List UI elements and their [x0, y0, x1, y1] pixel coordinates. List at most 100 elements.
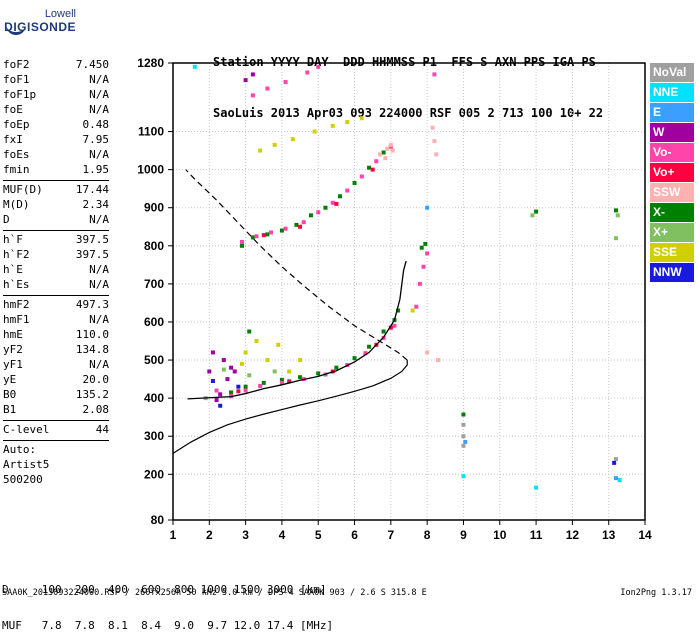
echo-point-vo- [287, 379, 292, 384]
echo-point-x- [615, 213, 620, 218]
param-value: N/A [89, 358, 109, 371]
param-row: fxI 7.95 [3, 133, 109, 148]
echo-point-w [232, 369, 237, 374]
param-row: hmF1 N/A [3, 313, 109, 328]
echo-point-w [207, 369, 212, 374]
param-row: B1 2.08 [3, 403, 109, 418]
echo-point-x- [243, 384, 248, 389]
param-value: N/A [89, 278, 109, 291]
param-value: 397.5 [75, 233, 109, 246]
echo-point-x- [298, 375, 303, 380]
echo-point-vo- [214, 388, 219, 393]
muf-row: MUF 7.8 7.8 8.1 8.4 9.0 9.7 12.0 17.4 [M… [2, 619, 334, 632]
echo-point-vo- [417, 281, 422, 286]
echo-point-x- [461, 412, 466, 417]
echo-point-w [210, 350, 215, 355]
param-row: foEs N/A [3, 148, 109, 163]
param-name: foE [3, 103, 23, 116]
param-value: N/A [89, 88, 109, 101]
legend-entry-x-: X- [650, 203, 694, 222]
echo-point-w [218, 392, 223, 397]
echo-point-vo- [432, 72, 437, 77]
echo-point-x- [338, 194, 343, 199]
legend-entry-nne: NNE [650, 83, 694, 102]
y-tick-label: 200 [144, 467, 164, 481]
scaled-parameters-panel: foF2 7.450 foF1 N/A foF1p N/A foE N/A foEp 0.48 fx… [3, 58, 109, 488]
x-tick-label: 3 [242, 528, 249, 542]
echo-point-x- [534, 209, 539, 214]
autoscaling-info: 500200 [3, 473, 43, 486]
echo-point-w [221, 358, 226, 363]
echo-point-vo- [250, 93, 255, 98]
echo-point-vo- [330, 200, 335, 205]
y-tick-label: 500 [144, 353, 164, 367]
param-row: foF2 7.450 [3, 58, 109, 73]
autoscaling-info: Artist5 [3, 458, 50, 471]
param-name: foF2 [3, 58, 30, 71]
param-row: foE N/A [3, 103, 109, 118]
param-row: yF1 N/A [3, 358, 109, 373]
echo-point-vo- [316, 210, 321, 215]
echo-point-sse [345, 120, 350, 125]
legend-entry-noval: NoVal [650, 63, 694, 82]
legend-entry-ssw: SSW [650, 183, 694, 202]
echo-point-vo- [370, 167, 375, 172]
echo-point-x- [221, 367, 226, 372]
legend-entry-vo-: Vo- [650, 143, 694, 162]
x-tick-label: 10 [493, 528, 507, 542]
echo-point-x- [381, 150, 386, 155]
legend-entry-x-: X+ [650, 223, 694, 242]
echo-point-nnw [236, 384, 241, 389]
param-row: foF1p N/A [3, 88, 109, 103]
echo-point-sse [276, 342, 281, 347]
echo-point-x- [613, 236, 618, 241]
echo-point-noval [613, 457, 618, 462]
echo-point-x- [239, 243, 244, 248]
param-separator [3, 440, 109, 441]
param-row: B0 135.2 [3, 388, 109, 403]
echo-point-x- [229, 390, 234, 395]
polarization-legend: NoVal NNE E W Vo- Vo+ SSW X- X+ SSE NNW [650, 63, 694, 283]
echo-point-sse [287, 369, 292, 374]
param-name: h`F2 [3, 248, 30, 261]
param-row: yE 20.0 [3, 373, 109, 388]
y-tick-label: 800 [144, 239, 164, 253]
param-name: foEs [3, 148, 30, 161]
param-value: 7.95 [82, 133, 110, 146]
param-name: foF1p [3, 88, 37, 101]
param-name: M(D) [3, 198, 30, 211]
x-tick-label: 4 [279, 528, 286, 542]
logo-line-1: Lowell [44, 8, 76, 20]
y-tick-label: 900 [144, 201, 164, 215]
echo-point-nne [461, 474, 466, 479]
echo-point-noval [461, 434, 466, 439]
echo-point-ssw [383, 156, 388, 161]
echo-point-ssw [432, 139, 437, 144]
echo-point-x- [352, 180, 357, 185]
echo-point-sse [410, 308, 415, 313]
echo-point-x- [381, 329, 386, 334]
echo-point-noval [461, 422, 466, 427]
echo-point-x- [279, 377, 284, 382]
param-value: 1.95 [82, 163, 110, 176]
param-separator [3, 180, 109, 181]
echo-point-vo- [269, 230, 274, 235]
echo-point-nne [617, 478, 622, 483]
echo-point-ssw [425, 350, 430, 355]
param-name: h`Es [3, 278, 30, 291]
echo-point-vo- [283, 80, 288, 85]
param-value: 2.34 [82, 198, 110, 211]
true-height-profile-extrapolated-line [185, 169, 408, 361]
echo-point-vo- [279, 380, 284, 385]
virtual-height-trace-line [187, 260, 407, 400]
echo-point-nne [192, 64, 197, 69]
echo-point-x- [250, 235, 255, 240]
param-name: h`E [3, 263, 23, 276]
y-tick-label: 700 [144, 277, 164, 291]
echo-point-x- [530, 213, 535, 218]
param-row: hmE 110.0 [3, 328, 109, 343]
echo-point-sse [359, 116, 364, 121]
param-row: yF2 134.8 [3, 343, 109, 358]
echo-point-vo- [305, 70, 310, 75]
autoscaling-info: Auto: [3, 443, 37, 456]
